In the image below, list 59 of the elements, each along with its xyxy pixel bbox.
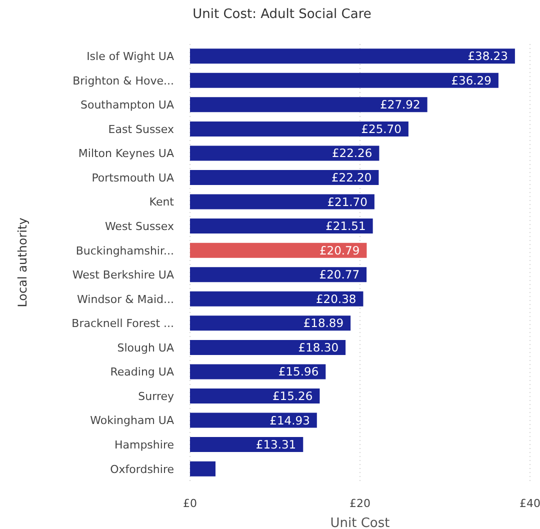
bar (190, 121, 408, 136)
bar (190, 242, 367, 258)
data-label: £20.79 (319, 243, 360, 258)
bar (190, 72, 498, 88)
data-label: £18.30 (298, 340, 339, 354)
data-label: £21.51 (326, 219, 366, 234)
y-tick-label: Southampton UA (80, 98, 174, 112)
bar (190, 388, 320, 404)
data-label: £15.26 (272, 389, 313, 403)
y-tick-label: Buckinghamshir... (76, 244, 174, 258)
bar (190, 267, 367, 282)
y-tick-label: East Sussex (108, 122, 174, 136)
y-tick-label: Kent (149, 196, 175, 209)
data-label: £18.89 (303, 316, 344, 330)
bar (190, 437, 304, 452)
chart-title: Unit Cost: Adult Social Care (192, 6, 372, 24)
y-tick-label: Surrey (138, 390, 174, 403)
data-label: £13.31 (256, 438, 296, 452)
bar (190, 194, 374, 210)
bar (190, 461, 216, 476)
y-tick-label: West Berkshire UA (72, 268, 174, 282)
x-tick-label: £40 (520, 496, 540, 510)
bar (190, 412, 317, 428)
y-tick-label: Portsmouth UA (92, 171, 174, 184)
data-label: £38.23 (468, 49, 508, 64)
bar (190, 97, 428, 112)
data-label: £20.38 (316, 292, 356, 306)
y-tick-label: Isle of Wight UA (86, 50, 174, 64)
bar (190, 48, 515, 64)
x-axis-title: Unit Cost (330, 516, 390, 529)
y-tick-label: Reading UA (110, 366, 174, 379)
bar (190, 291, 364, 306)
data-label: £36.29 (451, 73, 492, 88)
data-label: £14.93 (270, 413, 310, 428)
y-tick-label: Windsor & Maid... (77, 292, 174, 306)
y-tick-label: Bracknell Forest ... (72, 317, 174, 330)
data-label: £20.77 (319, 268, 360, 282)
bar (190, 364, 326, 380)
bar (190, 146, 380, 161)
y-tick-label: West Sussex (104, 220, 174, 233)
data-label: £22.26 (332, 146, 372, 160)
data-label: £22.20 (331, 170, 372, 184)
y-tick-label: Slough UA (117, 341, 174, 354)
x-tick-label: £0 (183, 496, 197, 510)
data-label: £21.70 (327, 194, 368, 209)
y-tick-label: Wokingham UA (90, 414, 174, 428)
bar (190, 170, 379, 185)
y-tick-label: Brighton & Hove... (72, 74, 174, 88)
y-tick-label: Oxfordshire (110, 462, 174, 476)
bar (190, 340, 346, 355)
y-tick-label: Milton Keynes UA (78, 147, 174, 160)
bar (190, 316, 351, 331)
data-label: £25.70 (361, 122, 402, 136)
x-tick-label: £20 (350, 496, 370, 510)
y-axis-title: Local authority (15, 218, 30, 308)
data-label: £27.92 (380, 98, 420, 112)
bar (190, 218, 373, 234)
data-label: £15.96 (278, 364, 319, 379)
y-tick-label: Hampshire (114, 438, 174, 452)
